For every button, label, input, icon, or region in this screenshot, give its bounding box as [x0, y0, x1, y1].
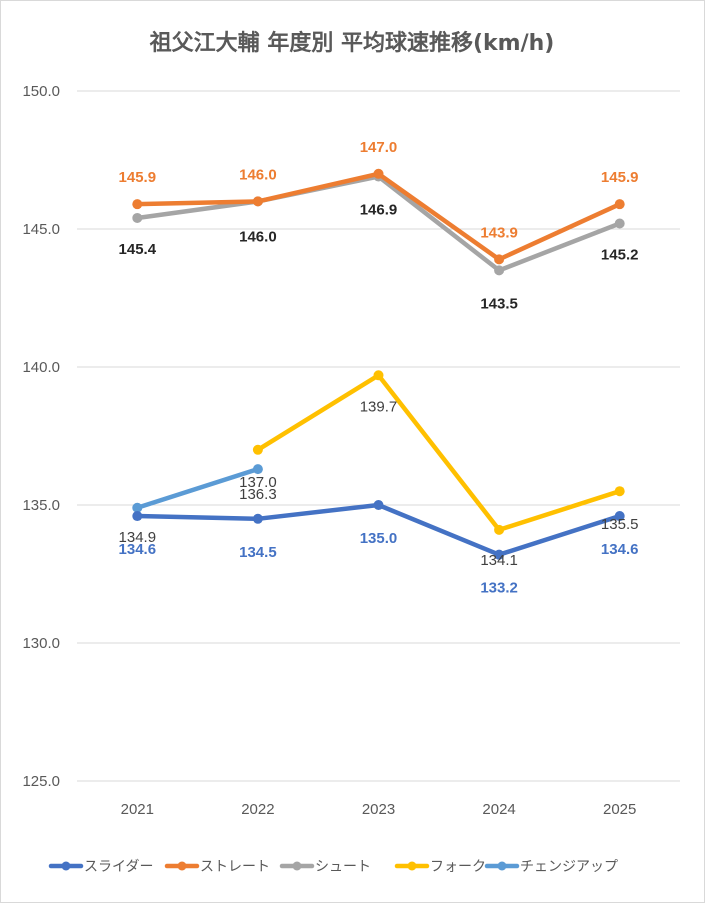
data-point: [494, 254, 505, 265]
chart-title: 祖父江大輔 年度別 平均球速推移(km/h): [150, 30, 555, 56]
gridlines: [77, 90, 680, 782]
data-label: 146.0: [239, 228, 277, 245]
y-tick-label: 140.0: [22, 359, 60, 376]
legend-point-marker: [292, 861, 302, 871]
data-label: 134.5: [239, 544, 277, 561]
legend-point-marker: [407, 861, 417, 871]
data-label: 145.2: [601, 246, 639, 263]
data-label: 135.5: [601, 516, 639, 533]
data-point: [252, 513, 263, 524]
data-label: 147.0: [360, 139, 398, 156]
x-tick-label: 2024: [482, 801, 515, 818]
x-axis: 2021 2022 2023 2024 2025: [121, 801, 637, 818]
data-point: [614, 486, 625, 497]
data-point: [252, 464, 263, 475]
data-point: [373, 500, 384, 510]
legend-point-marker: [497, 861, 507, 871]
data-label: 135.0: [360, 530, 398, 547]
data-point: [494, 265, 505, 276]
data-point: [614, 511, 625, 522]
legend-label: ストレート: [200, 859, 270, 875]
data-label: 137.0: [239, 474, 277, 491]
data-label: 143.9: [480, 224, 518, 241]
data-label: 145.4: [119, 241, 157, 258]
data-point: [132, 199, 143, 210]
data-label: 139.7: [360, 398, 398, 415]
data-label: 146.0: [239, 166, 277, 183]
data-point: [252, 444, 263, 455]
y-tick-label: 125.0: [22, 773, 60, 790]
data-point: [494, 549, 505, 560]
data-point: [373, 370, 384, 381]
data-label: 136.3: [239, 486, 277, 503]
data-label: 134.9: [119, 529, 157, 546]
series-layer: [132, 168, 625, 560]
legend-label: スライダー: [84, 859, 153, 875]
data-label: 145.9: [119, 169, 157, 186]
data-point: [132, 511, 143, 522]
data-label: 133.2: [480, 580, 518, 597]
y-tick-label: 150.0: [22, 83, 60, 100]
legend-label: チェンジアップ: [520, 859, 618, 875]
data-point: [132, 212, 143, 223]
y-tick-label: 135.0: [22, 497, 60, 514]
x-tick-label: 2021: [121, 801, 154, 818]
legend-label: フォーク: [430, 859, 486, 875]
legend-label: シュート: [315, 859, 371, 875]
data-label: 134.1: [480, 552, 518, 569]
data-point: [494, 524, 505, 535]
data-label: 145.9: [601, 169, 639, 186]
legend: スライダー ストレート シュート フォーク チェンジアップ: [48, 859, 618, 875]
series-line: [135, 466, 261, 511]
x-tick-label: 2022: [241, 801, 274, 818]
data-point: [132, 502, 143, 513]
data-point: [614, 199, 625, 210]
data-label: 134.6: [601, 541, 639, 558]
data-point: [252, 196, 263, 207]
legend-point-marker: [177, 861, 187, 871]
data-label: 134.6: [119, 541, 157, 558]
y-axis: 125.0 130.0 135.0 140.0 145.0 150.0: [22, 83, 60, 790]
data-labels-layer: 134.6 134.5 135.0 133.2 134.6 145.9 146.0 147.0…: [119, 139, 639, 597]
data-label: 146.9: [360, 202, 398, 219]
data-label: 143.5: [480, 295, 518, 312]
x-tick-label: 2023: [362, 801, 395, 818]
series-line: [255, 373, 622, 533]
x-tick-label: 2025: [603, 801, 636, 818]
series-line: [135, 174, 622, 273]
data-point: [373, 168, 384, 179]
y-tick-label: 130.0: [22, 635, 60, 652]
data-point: [614, 218, 625, 229]
y-tick-label: 145.0: [22, 221, 60, 238]
legend-point-marker: [61, 861, 71, 871]
